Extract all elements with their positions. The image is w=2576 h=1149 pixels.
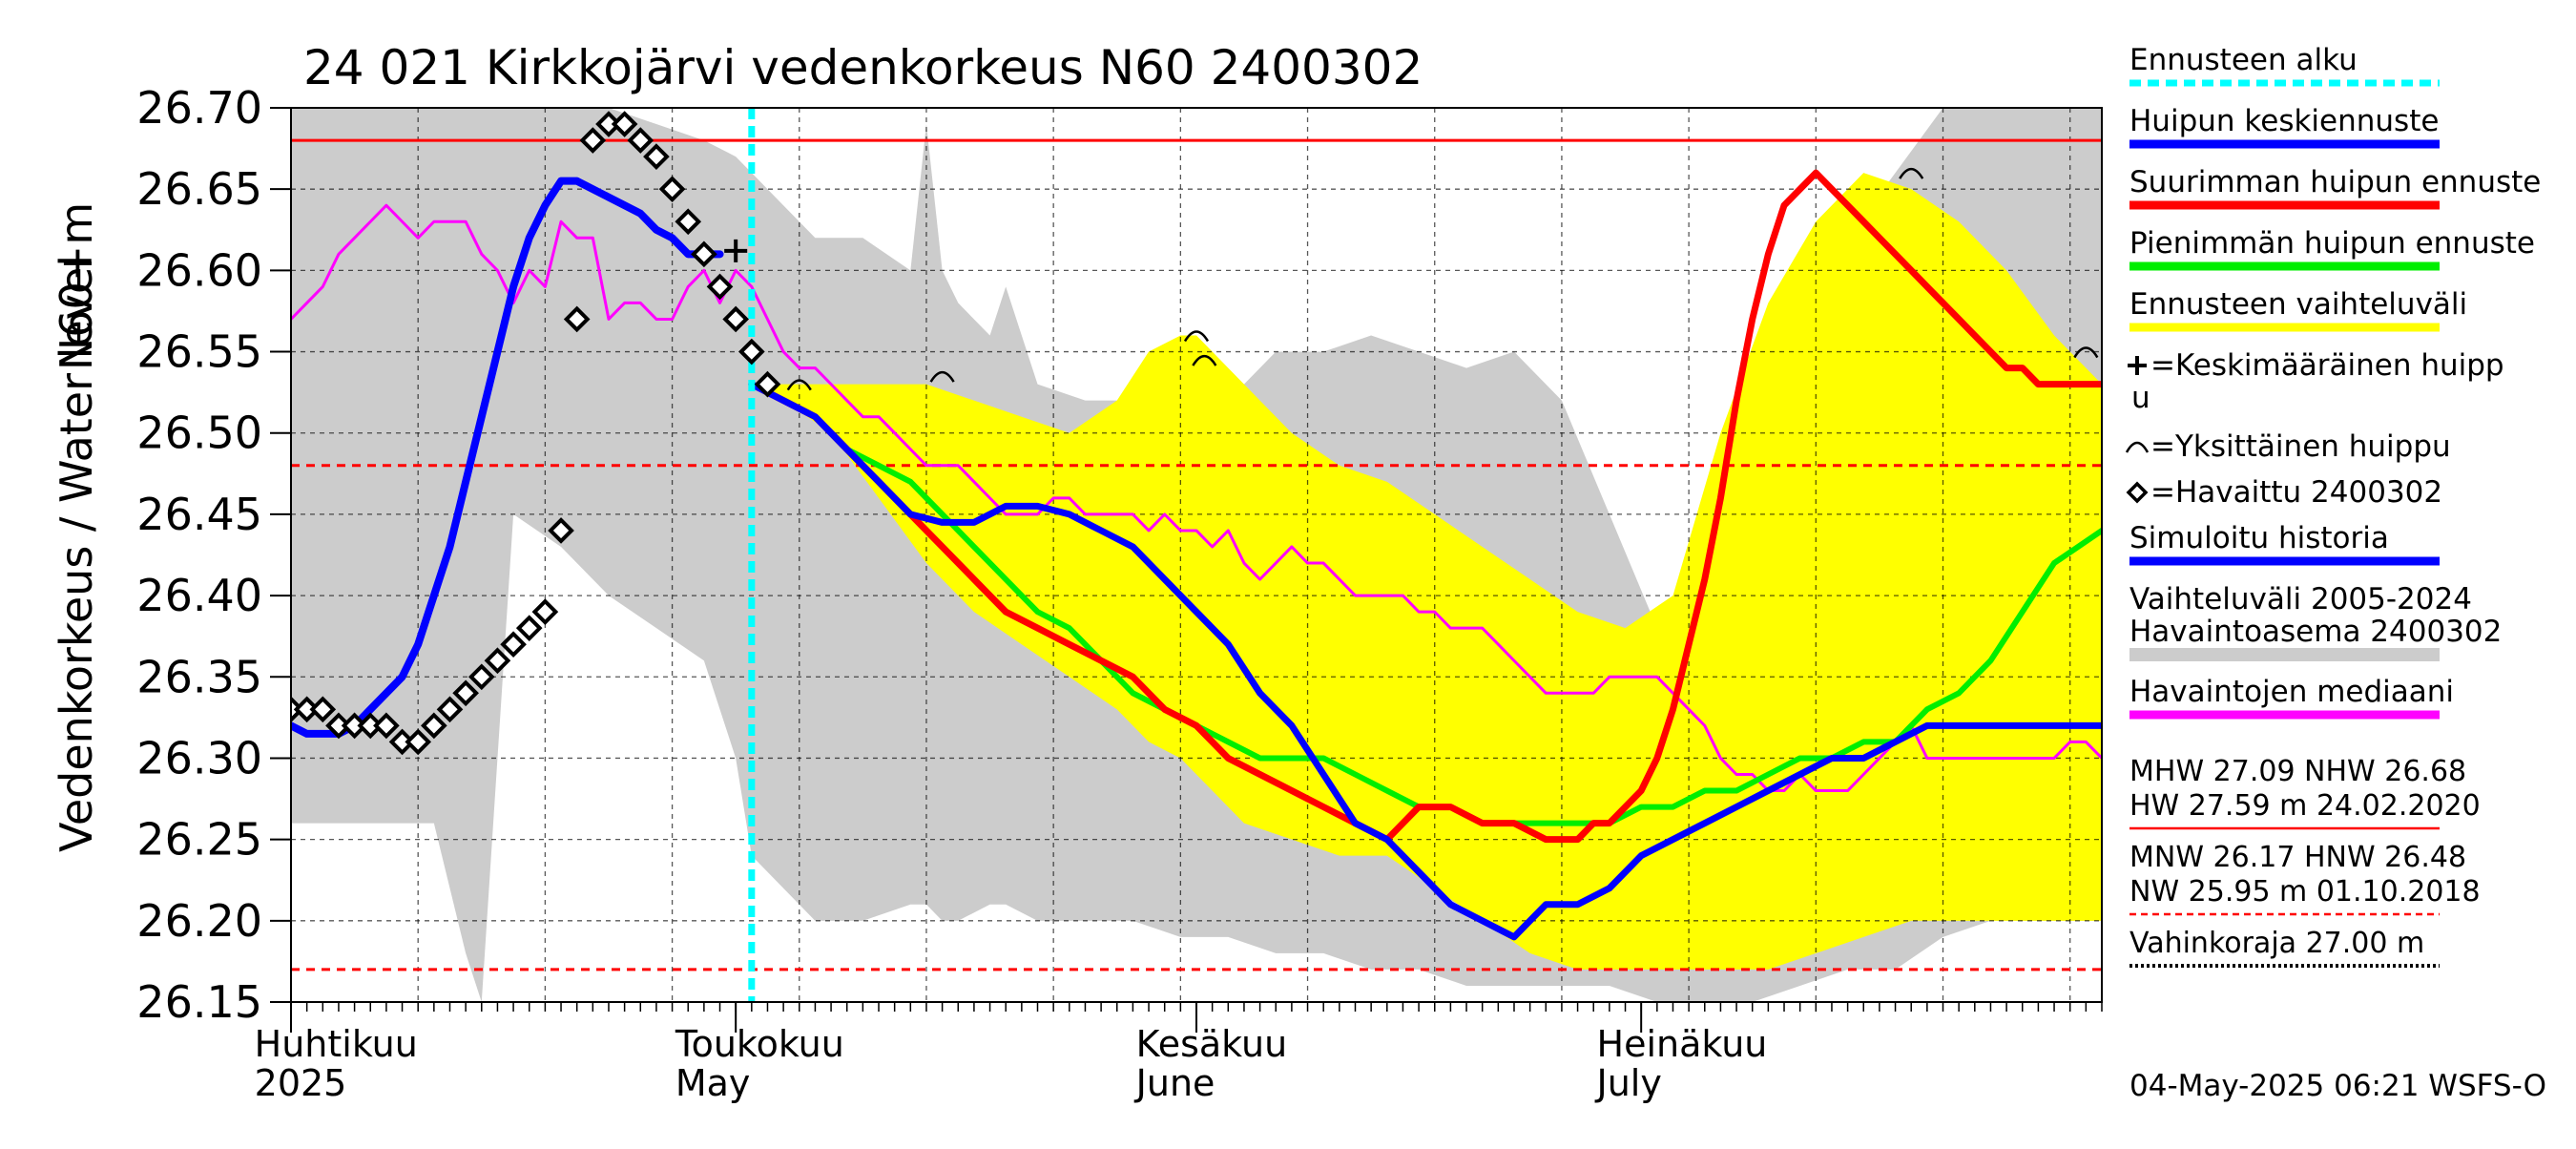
y-tick-label: 26.35 [136, 651, 262, 702]
legend-item: =Keskimääräinen huippu [2128, 348, 2504, 415]
observed-marker [691, 240, 717, 268]
y-tick-label: 26.15 [136, 976, 262, 1028]
stats-line-1: MNW 26.17 HNW 26.48 [2129, 841, 2466, 874]
observed-marker [373, 712, 400, 740]
y-tick-label: 26.20 [136, 895, 262, 947]
observed-marker [643, 143, 670, 170]
legend-item: Simuloitu historia [2129, 521, 2440, 566]
single-peak-marker [1183, 330, 1210, 343]
stats-line-1: Vahinkoraja 27.00 m [2129, 927, 2424, 960]
observed-marker [754, 370, 781, 398]
observed-marker [706, 273, 734, 301]
legend-item: Suurimman huipun ennuste [2129, 165, 2541, 210]
band-1 [751, 173, 2102, 970]
y-tick-label: 26.50 [136, 407, 262, 459]
legend-label: Ennusteen vaihteluväli [2129, 287, 2467, 322]
observed-marker [515, 615, 543, 641]
y-tick-label: 26.25 [136, 814, 262, 866]
series-line-7 [748, 381, 2102, 941]
x-month-label: Toukokuu [675, 1023, 844, 1065]
x-month-sublabel: May [675, 1062, 751, 1104]
observed-marker [531, 598, 559, 625]
y-tick-label: 26.55 [136, 326, 262, 378]
single-peak-marker [786, 379, 812, 391]
stats-line-2: NW 25.95 m 01.10.2018 [2129, 875, 2481, 909]
y-tick-label: 26.45 [136, 489, 262, 540]
legend-symbol-plus [2128, 356, 2147, 375]
legend-label: Pienimmän huipun ennuste [2129, 226, 2535, 261]
legend-label: Simuloitu historia [2129, 521, 2389, 555]
single-peak-marker [2073, 346, 2099, 359]
x-month-label: Heinäkuu [1597, 1023, 1768, 1065]
observed-marker [579, 127, 607, 154]
legend-label: Ennusteen alku [2129, 43, 2358, 77]
legend-item: Pienimmän huipun ennuste [2129, 226, 2535, 271]
x-month-sublabel: 2025 [255, 1062, 347, 1104]
observed-marker [737, 338, 765, 366]
y-tick-label: 26.40 [136, 570, 262, 621]
observed-marker [452, 679, 479, 707]
legend-item: Huipun keskiennuste [2129, 104, 2440, 149]
legend-label: =Havaittu 2400302 [2150, 475, 2442, 510]
legend-item: =Havaittu 2400302 [2126, 475, 2442, 510]
legend-label-cont: Havaintoasema 2400302 [2129, 615, 2502, 649]
observed-marker [548, 517, 574, 544]
footer-timestamp: 04-May-2025 06:21 WSFS-O [2129, 1069, 2546, 1103]
legend-symbol-diamond [2126, 481, 2149, 504]
observed-marker [500, 631, 527, 658]
observed-marker [421, 712, 447, 740]
x-month-label: Huhtikuu [255, 1023, 418, 1065]
y-tick-label: 26.65 [136, 163, 262, 215]
legend-symbol-arc [2125, 441, 2150, 453]
legend-item: =Yksittäinen huippu [2125, 429, 2451, 464]
stats-item: Vahinkoraja 27.00 m [2129, 927, 2440, 968]
average-peak-marker [724, 239, 748, 262]
y-tick-label: 26.70 [136, 82, 262, 134]
observed-marker [467, 663, 495, 691]
observed-marker [722, 305, 750, 333]
observed-marker [658, 176, 686, 203]
observed-marker [484, 647, 511, 675]
observed-marker [611, 111, 638, 137]
stats-line-2: HW 27.59 m 24.02.2020 [2129, 789, 2481, 823]
legend-item: Vaihteluväli 2005-2024 Havaintoasema 240… [2129, 582, 2502, 661]
x-month-sublabel: June [1134, 1062, 1215, 1104]
legend-label: Huipun keskiennuste [2129, 104, 2439, 138]
legend-label: =Keskimääräinen huipp [2150, 348, 2504, 383]
observed-marker [563, 305, 591, 333]
legend-item: Ennusteen alku [2129, 43, 2440, 87]
single-peak-marker [929, 370, 955, 383]
y-tick-label: 26.30 [136, 732, 262, 783]
legend-label: Vaihteluväli 2005-2024 [2129, 582, 2472, 616]
series-line-6 [748, 169, 2102, 844]
observed-marker [405, 728, 432, 756]
observed-marker [627, 127, 654, 154]
y-axis-label: Vedenkorkeus / Water level [51, 255, 102, 852]
stats-line-1: MHW 27.09 NHW 26.68 [2129, 755, 2466, 788]
x-month-sublabel: July [1595, 1062, 1662, 1104]
series-line-3 [291, 177, 724, 738]
plot-layer [291, 108, 2102, 1002]
x-month-label: Kesäkuu [1136, 1023, 1288, 1065]
chart-title: 24 021 Kirkkojärvi vedenkorkeus N60 2400… [303, 40, 1423, 95]
legend-label: Havaintojen mediaani [2129, 675, 2454, 709]
single-peak-marker [1192, 354, 1217, 366]
legend-label: Suurimman huipun ennuste [2129, 165, 2541, 199]
legend-label-cont: u [2131, 381, 2150, 415]
observed-marker [309, 696, 337, 723]
observed-marker [436, 696, 464, 723]
observed-marker [675, 208, 702, 236]
y-tick-label: 26.60 [136, 244, 262, 296]
legend-item: Havaintojen mediaani [2129, 675, 2454, 720]
legend-item: Ennusteen vaihteluväli [2129, 287, 2467, 332]
legend-label: =Yksittäinen huippu [2150, 429, 2451, 464]
y-axis-unit-label: N60+m [51, 202, 102, 370]
single-peak-marker [1899, 167, 1924, 179]
